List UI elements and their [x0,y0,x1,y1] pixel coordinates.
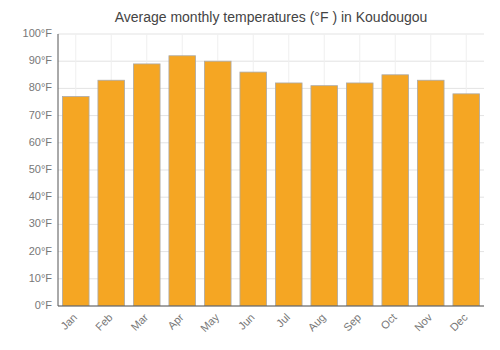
x-tick-label: Jul [274,311,292,329]
bar [169,56,196,306]
bar [346,83,373,306]
x-tick-label: May [198,311,222,335]
bar [453,94,480,306]
bars [62,56,479,306]
x-tick-label: Feb [93,311,115,333]
y-grid-line [58,306,484,307]
bar [98,80,125,306]
bar [240,72,267,306]
x-tick-label: Oct [378,311,399,332]
x-tick-label: Jun [236,311,257,332]
bar [382,75,409,306]
y-axis-line [58,34,59,306]
bar [311,86,338,306]
y-tick-label: 20°F [29,245,53,257]
bar [417,80,444,306]
bar [133,64,160,306]
x-tick-label: Apr [165,311,186,332]
y-tick-label: 0°F [35,299,53,311]
y-tick-label: 60°F [29,136,53,148]
chart-svg: 0°F 10°F 20°F 30°F 40°F 50°F 60°F 70°F 80°F 90°F 1… [0,0,500,350]
bar [275,83,302,306]
bar [62,97,89,306]
chart-title: Average monthly temperatures (°F ) in Ko… [115,9,428,25]
x-tick-label: Sep [341,311,363,333]
x-tick-label: Mar [128,311,150,333]
y-tick-label: 70°F [29,109,53,121]
y-grid-line [58,34,484,35]
y-tick-label: 90°F [29,54,53,66]
x-tick-label: Jan [58,311,79,332]
bar [204,61,231,306]
x-tick-label: Dec [447,311,470,334]
x-tick-label: Nov [412,311,435,334]
y-tick-label: 50°F [29,163,53,175]
chart-container: 0°F 10°F 20°F 30°F 40°F 50°F 60°F 70°F 80°F 90°F 1… [0,0,500,350]
y-tick-label: 30°F [29,217,53,229]
y-tick-label: 100°F [23,27,53,39]
axes: 0°F 10°F 20°F 30°F 40°F 50°F 60°F 70°F 80°F 90°F 1… [23,27,484,334]
y-tick-label: 80°F [29,81,53,93]
y-tick-label: 40°F [29,190,53,202]
x-tick-label: Aug [305,311,327,333]
y-tick-label: 10°F [29,272,53,284]
grid [58,34,484,306]
x-axis-line [58,306,484,307]
y-grid-line [58,61,484,62]
